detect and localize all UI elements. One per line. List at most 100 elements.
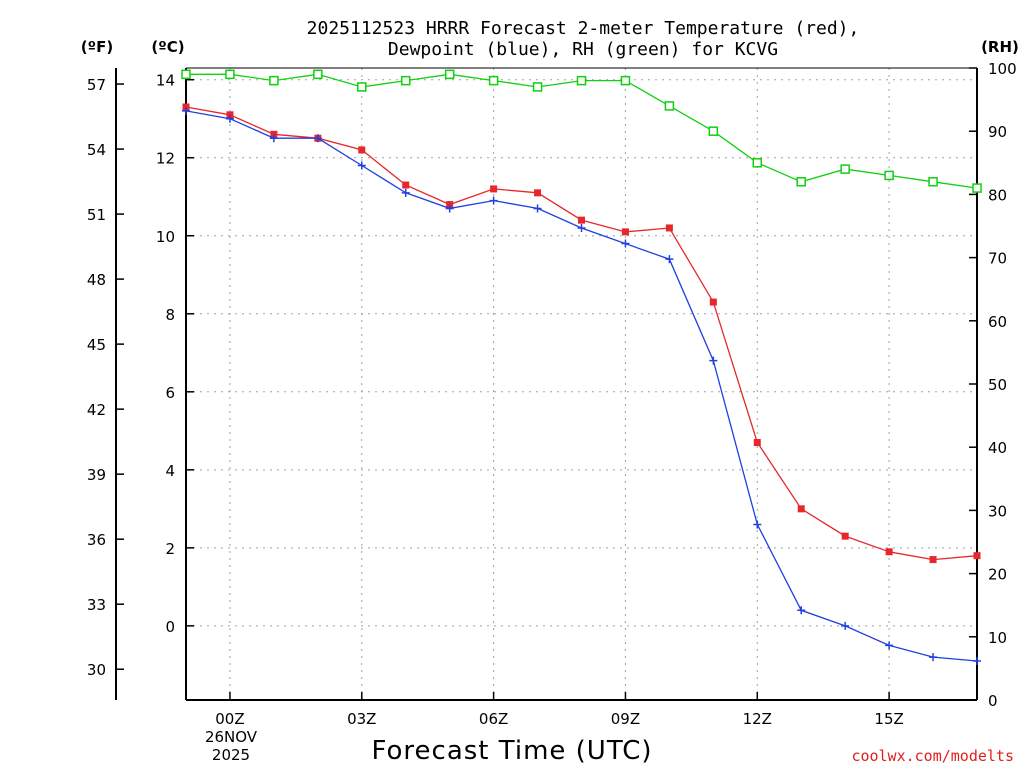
dewpoint-point xyxy=(929,653,938,662)
rh-point xyxy=(269,75,279,86)
temperature-line xyxy=(185,106,978,561)
temperature-point xyxy=(665,224,673,232)
dewpoint-point xyxy=(533,204,542,213)
dewpoint-series xyxy=(182,106,981,665)
time-tick-label: 03Z xyxy=(347,710,376,728)
dewpoint-point xyxy=(841,621,850,630)
rh-point xyxy=(752,158,763,168)
rh-tick-label: 30 xyxy=(988,502,1007,520)
dewpoint-point xyxy=(709,356,718,365)
temperature-point xyxy=(534,189,542,197)
dewpoint-point xyxy=(313,134,322,143)
fahrenheit-tick-label: 51 xyxy=(87,206,106,224)
fahrenheit-tick-label: 30 xyxy=(87,661,106,679)
dewpoint-point xyxy=(973,656,981,665)
fahrenheit-tick-label: 39 xyxy=(87,466,106,484)
fahrenheit-tick-label: 57 xyxy=(87,76,106,94)
temperature-point xyxy=(402,181,410,189)
rh-point xyxy=(225,69,235,80)
dewpoint-line xyxy=(185,110,978,662)
celsius-tick-label: 6 xyxy=(165,384,175,402)
chart-title-line-1: 2025112523 HRRR Forecast 2-meter Tempera… xyxy=(307,18,860,39)
celsius-axis-unit: (ºC) xyxy=(151,38,184,56)
dewpoint-point xyxy=(577,223,586,232)
temperature-point xyxy=(841,532,849,540)
time-tick-label: 15Z xyxy=(874,710,903,728)
celsius-tick-label: 10 xyxy=(156,228,175,246)
temperature-point xyxy=(973,552,981,560)
rh-point xyxy=(708,126,719,136)
rh-point xyxy=(444,69,455,80)
rh-tick-label: 50 xyxy=(988,376,1007,394)
temperature-point xyxy=(358,146,366,154)
temperature-point xyxy=(709,298,717,306)
fahrenheit-tick-label: 36 xyxy=(87,531,106,549)
temperature-point xyxy=(929,556,937,564)
rh-point xyxy=(796,177,806,187)
rh-tick-label: 20 xyxy=(988,566,1007,584)
rh-tick-label: 80 xyxy=(988,186,1007,204)
celsius-tick-label: 4 xyxy=(165,462,175,480)
rh-point xyxy=(357,82,367,92)
dewpoint-point xyxy=(357,161,366,170)
rh-point xyxy=(576,75,587,86)
rh-tick-label: 0 xyxy=(988,692,998,710)
dewpoint-point xyxy=(269,134,278,143)
time-tick-label: 06Z xyxy=(479,710,508,728)
dewpoint-point xyxy=(489,196,498,205)
rh-tick-label: 70 xyxy=(988,250,1007,268)
rh-point xyxy=(532,82,543,92)
dewpoint-point xyxy=(797,606,806,615)
temperature-point xyxy=(490,185,498,193)
data-series xyxy=(181,69,982,665)
rh-line xyxy=(186,73,978,189)
time-axis: 00Z 03Z 06Z 09Z 12Z 15Z xyxy=(215,692,904,728)
temperature-point xyxy=(885,548,893,556)
dewpoint-point xyxy=(182,106,190,115)
celsius-tick-label: 8 xyxy=(165,306,175,324)
fahrenheit-tick-label: 54 xyxy=(87,141,106,159)
celsius-tick-label: 14 xyxy=(156,72,175,90)
temperature-point xyxy=(753,439,761,447)
temperature-point xyxy=(797,505,805,513)
rh-axis-unit: (RH) xyxy=(981,38,1019,56)
rh-point xyxy=(620,75,631,86)
rh-point xyxy=(972,183,982,193)
celsius-tick-label: 2 xyxy=(165,540,175,558)
dewpoint-point xyxy=(621,239,630,248)
rh-axis: 0 10 20 30 40 50 60 70 80 90 100 xyxy=(969,60,1017,710)
dewpoint-point xyxy=(445,204,454,213)
fahrenheit-tick-label: 48 xyxy=(87,271,106,289)
axes xyxy=(115,67,978,701)
fahrenheit-tick-label: 33 xyxy=(87,596,106,614)
time-tick-label: 12Z xyxy=(743,710,772,728)
rh-point xyxy=(181,69,191,80)
rh-tick-label: 100 xyxy=(988,60,1017,78)
temperature-point xyxy=(578,216,585,224)
celsius-axis: 0 2 4 6 8 10 12 14 xyxy=(156,72,194,636)
fahrenheit-tick-label: 45 xyxy=(87,336,106,354)
temperature-series xyxy=(182,103,981,564)
rh-point xyxy=(884,170,894,181)
fahrenheit-tick-label: 42 xyxy=(87,401,106,419)
date-label-day: 26NOV xyxy=(205,728,258,746)
dewpoint-point xyxy=(401,188,410,197)
rh-tick-label: 40 xyxy=(988,439,1007,457)
date-label-year: 2025 xyxy=(212,746,250,764)
x-axis-label: Forecast Time (UTC) xyxy=(371,736,652,766)
rh-point xyxy=(840,164,850,174)
fahrenheit-axis: 30 33 36 39 42 45 48 51 54 57 xyxy=(87,76,124,679)
rh-series xyxy=(181,69,982,193)
celsius-tick-label: 0 xyxy=(165,618,175,636)
rh-tick-label: 10 xyxy=(988,629,1007,647)
rh-tick-label: 60 xyxy=(988,313,1007,331)
dewpoint-point xyxy=(665,255,674,264)
celsius-tick-label: 12 xyxy=(156,150,175,168)
temperature-point xyxy=(621,228,629,236)
rh-point xyxy=(664,101,675,111)
rh-point xyxy=(488,75,499,86)
rh-point xyxy=(313,69,323,80)
chart-title-line-2: Dewpoint (blue), RH (green) for KCVG xyxy=(388,39,778,60)
fahrenheit-axis-unit: (ºF) xyxy=(81,38,113,56)
